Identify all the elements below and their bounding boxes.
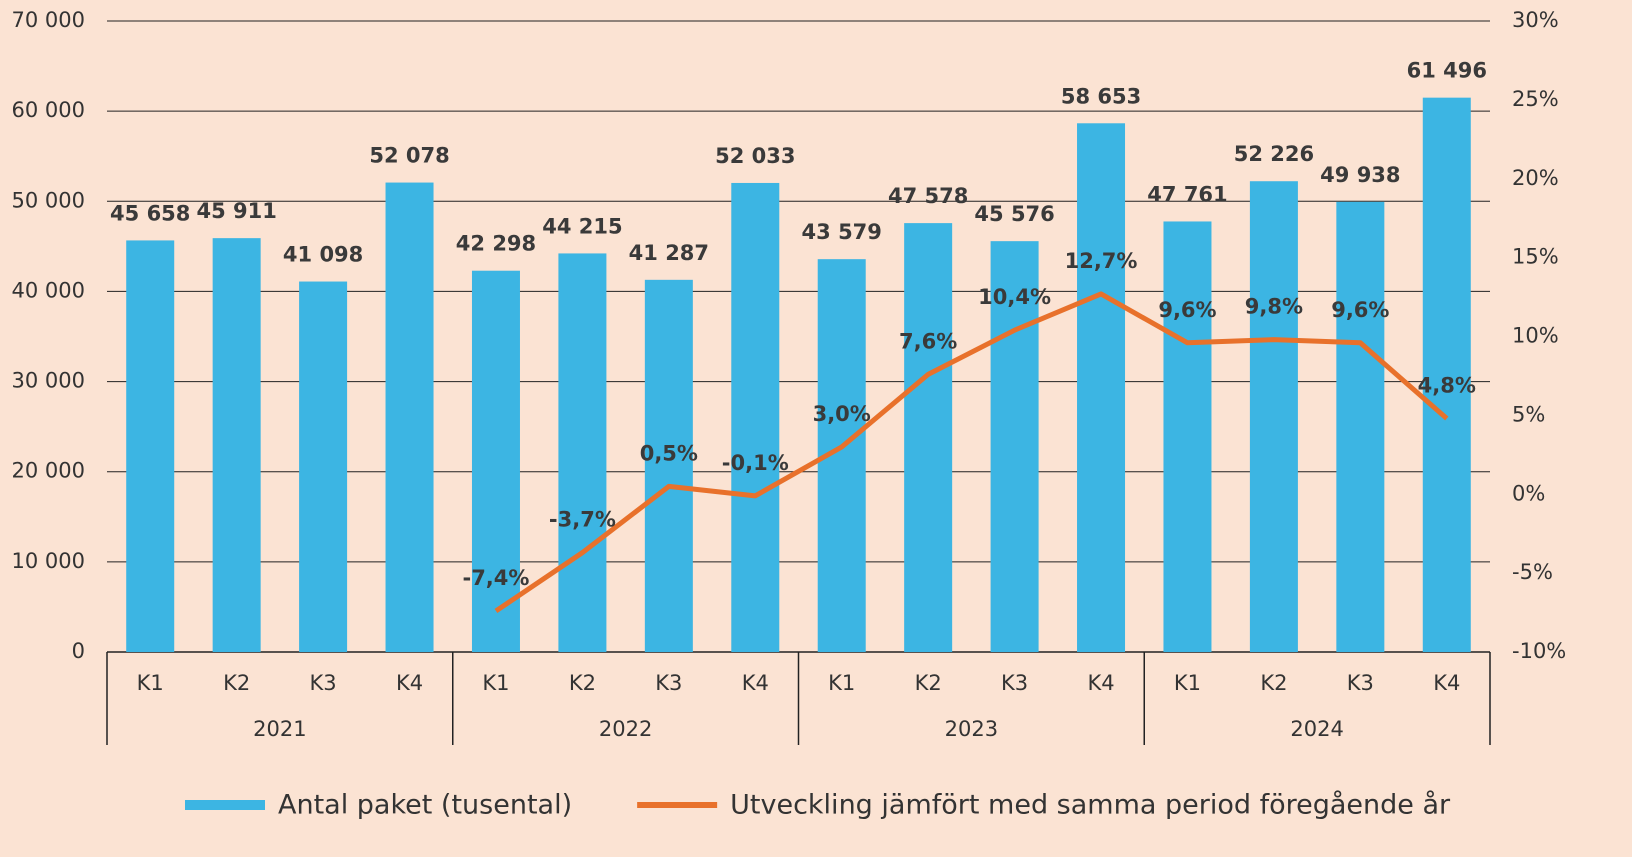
y2-tick-label: 5% <box>1512 402 1545 426</box>
bar-value-label: 52 033 <box>715 144 795 168</box>
x-tick-label: K3 <box>1001 671 1028 695</box>
bar <box>731 182 780 653</box>
bar <box>644 279 693 652</box>
bar-value-label: 47 761 <box>1147 182 1227 206</box>
x-tick-label: K1 <box>1174 671 1201 695</box>
bar <box>558 253 607 652</box>
x-tick-label: K3 <box>1347 671 1374 695</box>
y-tick-label: 70 000 <box>12 8 85 32</box>
x-tick-label: K1 <box>482 671 509 695</box>
y2-tick-label: 15% <box>1512 245 1559 269</box>
y-tick-label: 50 000 <box>12 188 85 212</box>
line-value-label: 4,8% <box>1418 374 1476 398</box>
y-tick-label: 30 000 <box>12 369 85 393</box>
bar-value-label: 42 298 <box>456 232 536 256</box>
x-tick-label: K4 <box>742 671 769 695</box>
bar <box>990 241 1039 652</box>
x-tick-label: K4 <box>396 671 423 695</box>
x-tick-label: K2 <box>915 671 942 695</box>
y-tick-label: 10 000 <box>12 549 85 573</box>
y-tick-label: 60 000 <box>12 98 85 122</box>
y-tick-label: 0 <box>72 639 85 663</box>
bar-value-label: 43 579 <box>802 220 882 244</box>
line-value-label: 10,4% <box>978 285 1051 309</box>
bar <box>126 240 175 653</box>
y2-tick-label: 30% <box>1512 8 1559 32</box>
legend-swatch <box>185 800 265 810</box>
bar-value-label: 61 496 <box>1407 59 1487 83</box>
bar-value-label: 45 911 <box>196 199 276 223</box>
bar <box>385 182 434 653</box>
y2-tick-label: -10% <box>1512 639 1566 663</box>
line-value-label: 9,6% <box>1331 298 1389 322</box>
y2-tick-label: 10% <box>1512 324 1559 348</box>
bar <box>212 238 261 652</box>
legend-label: Utveckling jämfört med samma period före… <box>730 790 1451 821</box>
bar <box>471 270 520 652</box>
x-tick-label: K4 <box>1433 671 1460 695</box>
line-value-label: 0,5% <box>640 441 698 465</box>
y2-tick-label: -5% <box>1512 560 1553 584</box>
y2-tick-label: 25% <box>1512 87 1559 111</box>
bar <box>299 281 348 652</box>
y2-tick-label: 20% <box>1512 166 1559 190</box>
y2-tick-label: 0% <box>1512 481 1545 505</box>
line-value-label: 3,0% <box>813 402 871 426</box>
bar <box>1336 201 1385 652</box>
x-group-label: 2023 <box>945 717 998 741</box>
bar <box>904 223 953 652</box>
bar-value-label: 41 098 <box>283 243 363 267</box>
bar-value-label: 52 078 <box>369 144 449 168</box>
line <box>494 291 1449 614</box>
y-tick-label: 40 000 <box>12 278 85 302</box>
x-tick-label: K1 <box>828 671 855 695</box>
y-tick-label: 20 000 <box>12 459 85 483</box>
bar <box>1249 181 1298 652</box>
line-value-label: -0,1% <box>722 451 789 475</box>
x-tick-label: K3 <box>655 671 682 695</box>
legend-label: Antal paket (tusental) <box>278 790 572 821</box>
bar-value-label: 41 287 <box>629 241 709 265</box>
line-value-label: -3,7% <box>549 508 616 532</box>
bar-value-label: 52 226 <box>1234 142 1314 166</box>
line-value-label: 9,8% <box>1245 295 1303 319</box>
line-value-label: 12,7% <box>1065 249 1138 273</box>
bar <box>1422 97 1471 653</box>
x-tick-label: K3 <box>310 671 337 695</box>
bar-value-label: 58 653 <box>1061 84 1141 108</box>
x-tick-label: K2 <box>569 671 596 695</box>
bar-value-label: 44 215 <box>542 214 622 238</box>
x-group-label: 2024 <box>1290 717 1343 741</box>
bar <box>1077 123 1126 653</box>
x-tick-label: K2 <box>223 671 250 695</box>
line-value-label: -7,4% <box>462 566 529 590</box>
bar-value-label: 45 576 <box>974 202 1054 226</box>
bar <box>1163 221 1212 653</box>
bar-value-label: 49 938 <box>1320 163 1400 187</box>
x-group-label: 2021 <box>253 717 306 741</box>
x-tick-label: K4 <box>1087 671 1114 695</box>
line-value-label: 7,6% <box>899 329 957 353</box>
line-value-label: 9,6% <box>1158 298 1216 322</box>
x-group-label: 2022 <box>599 717 652 741</box>
x-tick-label: K2 <box>1260 671 1287 695</box>
x-tick-label: K1 <box>137 671 164 695</box>
bar-value-label: 47 578 <box>888 184 968 208</box>
bar-value-label: 45 658 <box>110 201 190 225</box>
